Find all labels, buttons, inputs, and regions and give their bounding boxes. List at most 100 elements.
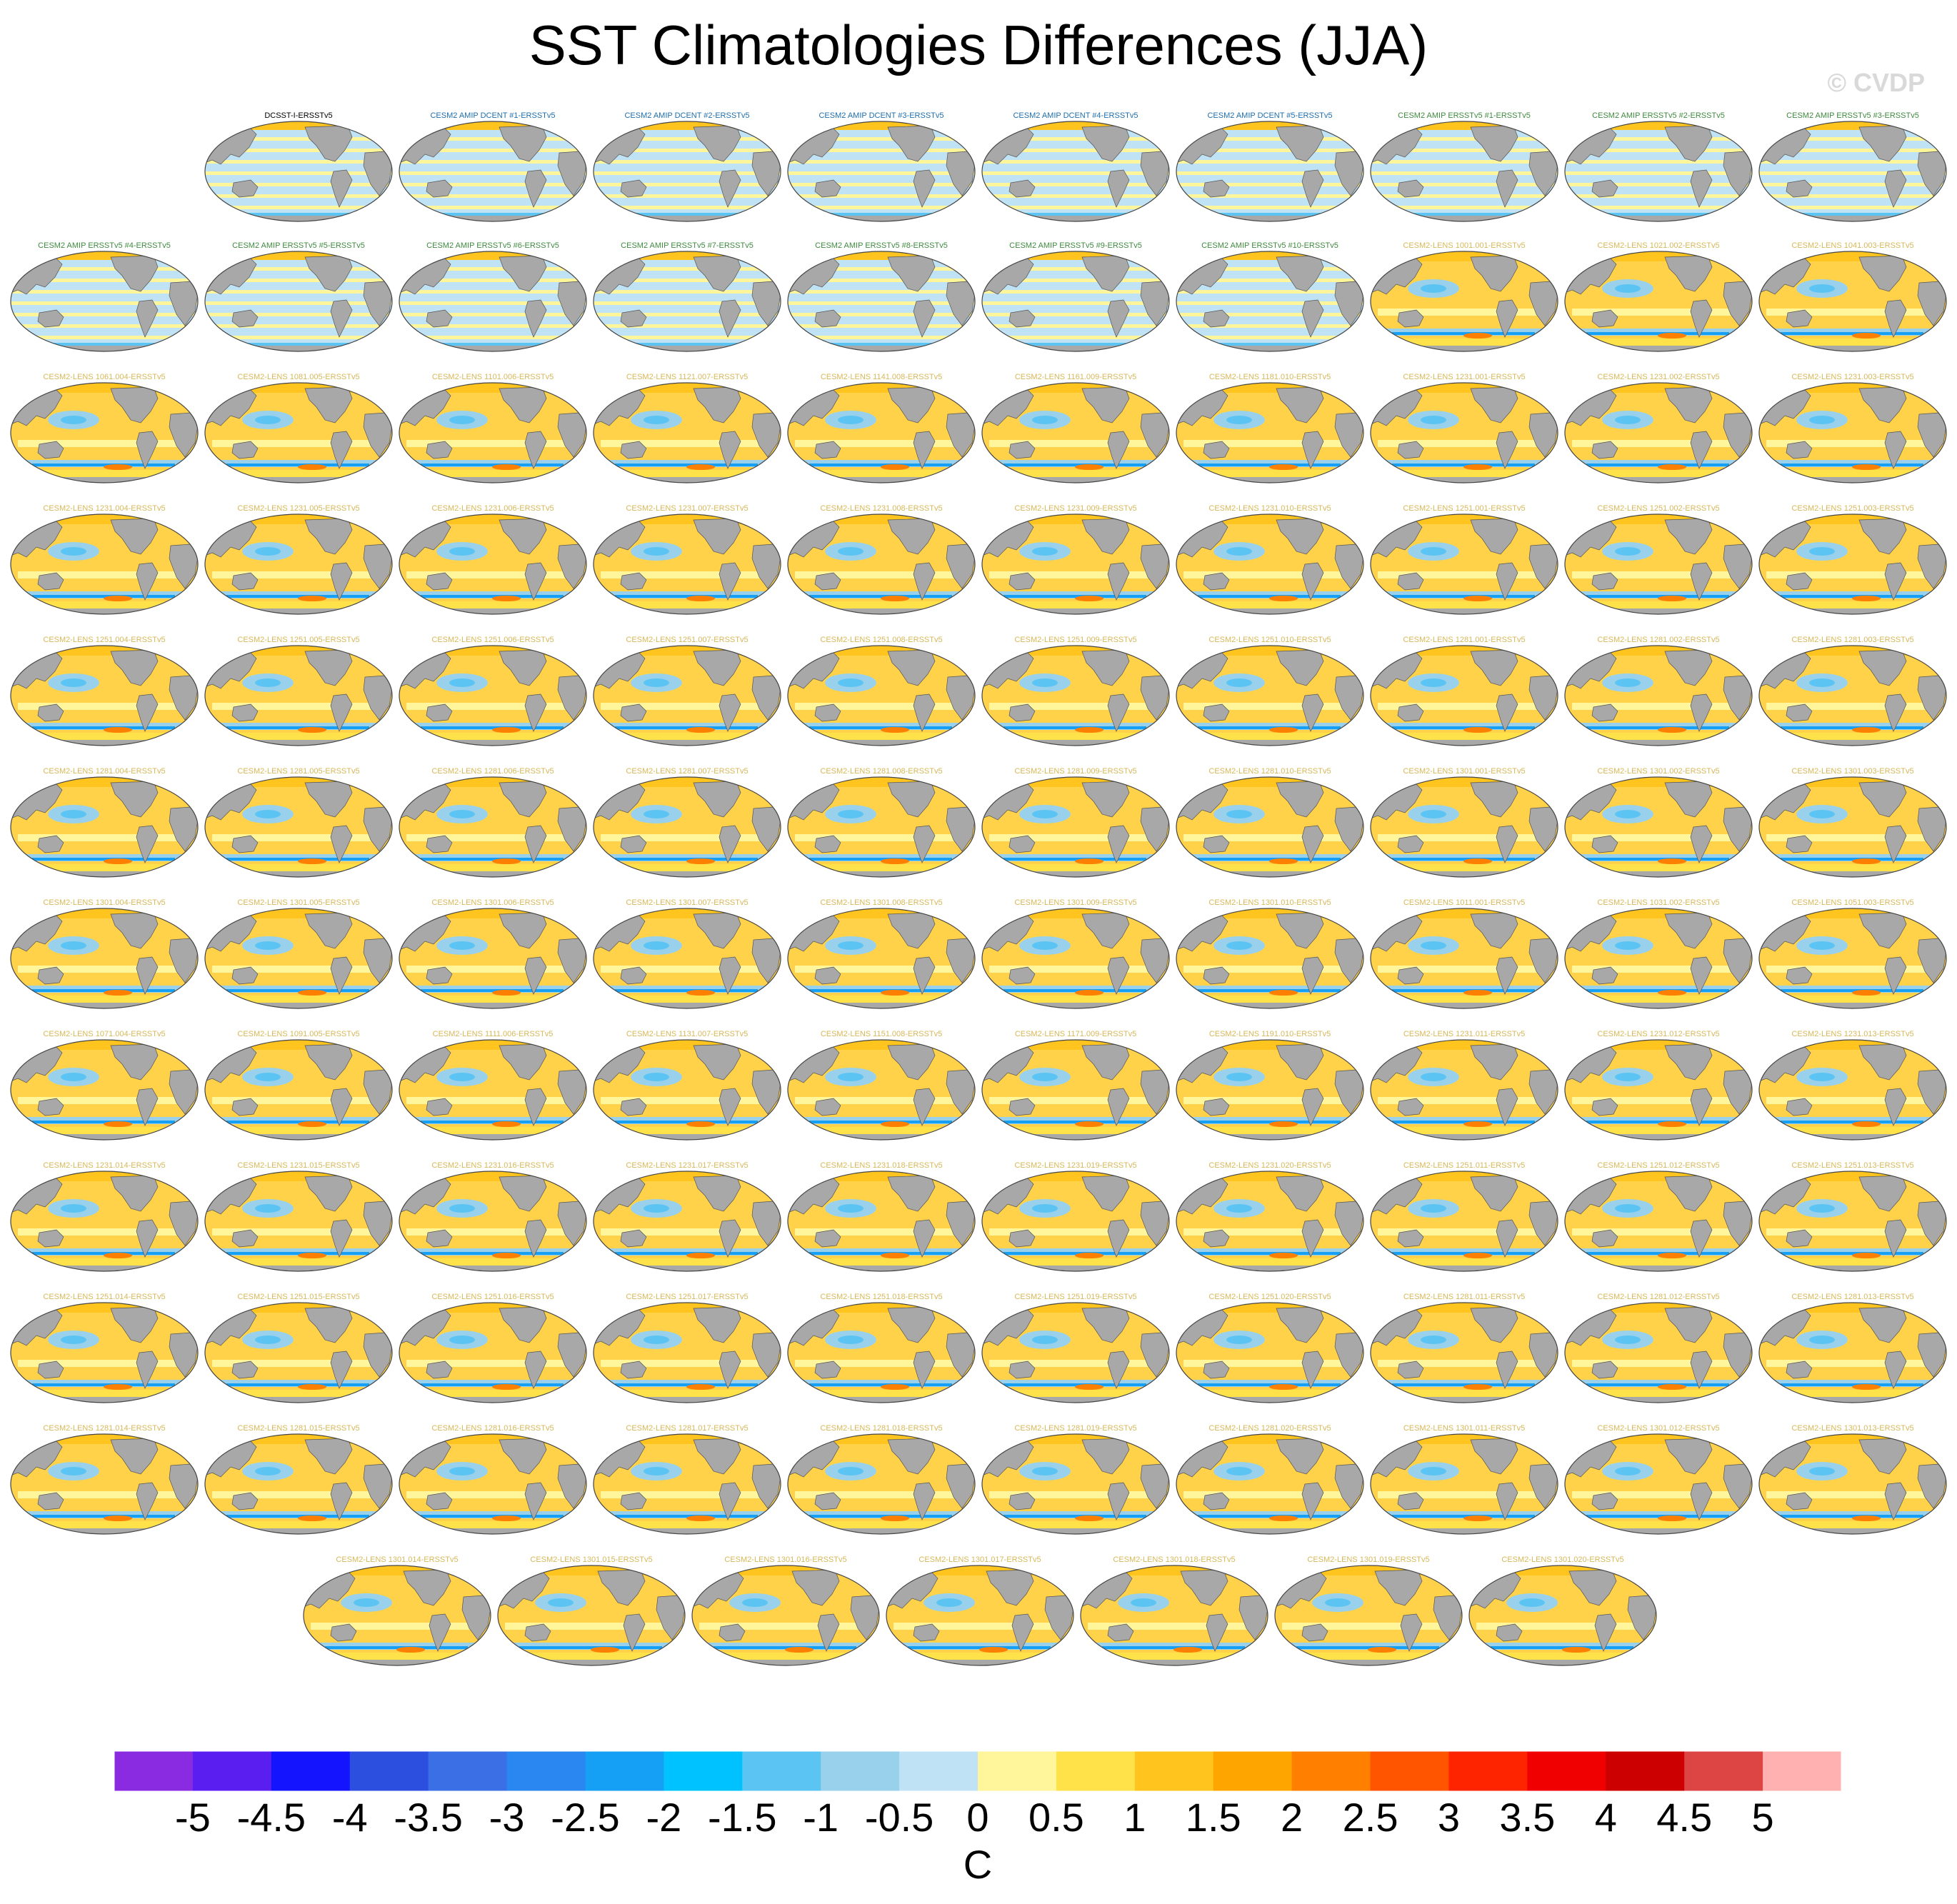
panel-grid: DCSST-I-ERSSTv5 CESM2 AMIP DCENT #1-ERSST…: [10, 111, 1947, 1666]
antarctica-land: [1081, 1660, 1268, 1665]
map-panel: CESM2-LENS 1231.007-ERSSTv5: [593, 504, 781, 615]
map-border: [593, 513, 781, 615]
map-panel: CESM2-LENS 1281.008-ERSSTv5: [787, 767, 976, 878]
australia-land: [814, 1098, 841, 1116]
south-america-land: [136, 956, 159, 995]
map-border: [593, 1433, 781, 1535]
australia-land: [814, 1229, 841, 1248]
chart-title: SST Climatologies Differences (JJA): [529, 14, 1428, 76]
map-field: [11, 646, 198, 746]
map-panel: CESM2-LENS 1121.007-ERSSTv5: [593, 373, 781, 483]
map-field: [1565, 1303, 1752, 1403]
map-field: [982, 777, 1169, 877]
map-panel: CESM2-LENS 1251.009-ERSSTv5: [981, 636, 1170, 746]
map-panel: CESM2-LENS 1251.019-ERSSTv5: [981, 1293, 1170, 1403]
panel-label: CESM2-LENS 1181.010-ERSSTv5: [1209, 373, 1331, 381]
map-field: [205, 121, 392, 221]
map-field: [1759, 251, 1946, 351]
panel-label: CESM2-LENS 1301.007-ERSSTv5: [626, 898, 748, 907]
map-field: [982, 646, 1169, 746]
map-field: [1759, 121, 1946, 221]
australia-land: [814, 703, 841, 722]
map-panel: CESM2-LENS 1301.007-ERSSTv5: [593, 898, 781, 1009]
map-field: [11, 514, 198, 614]
australia-land: [1008, 441, 1036, 459]
south-america-land: [330, 1219, 353, 1258]
australia-land: [37, 1229, 64, 1248]
australia-land: [1203, 179, 1230, 198]
map-panel: CESM2-LENS 1301.006-ERSSTv5: [399, 898, 587, 1009]
colorbar-tick-label: 4: [1595, 1795, 1617, 1840]
colorbar-swatch: [349, 1751, 429, 1791]
map-border: [1176, 513, 1364, 615]
antarctica-land: [594, 216, 781, 221]
map-panel: CESM2-LENS 1001.001-ERSSTv5: [1370, 241, 1558, 352]
panel-label: CESM2 AMIP ERSSTv5 #2-ERSSTv5: [1592, 111, 1725, 120]
australia-land: [1591, 572, 1618, 591]
australia-land: [37, 1361, 64, 1379]
map-field: [11, 777, 198, 877]
south-america-land: [719, 1088, 741, 1126]
map-border: [1564, 1433, 1753, 1535]
map-border: [593, 382, 781, 483]
antarctica-land: [788, 871, 975, 877]
south-america-land: [913, 299, 936, 338]
map-border: [593, 1302, 781, 1403]
panel-label: DCSST-I-ERSSTv5: [264, 111, 332, 120]
south-america-land: [524, 825, 547, 863]
map-border: [1176, 1302, 1364, 1403]
map-border: [1176, 251, 1364, 352]
map-field: [788, 1434, 975, 1534]
map-border: [10, 645, 199, 746]
panel-label: CESM2-LENS 1301.004-ERSSTv5: [43, 898, 165, 907]
antarctica-land: [1371, 608, 1558, 614]
antarctica-land: [498, 1660, 685, 1665]
map-border: [399, 121, 587, 222]
map-border: [1176, 908, 1364, 1009]
map-border: [1564, 908, 1753, 1009]
panel-label: CESM2-LENS 1031.002-ERSSTv5: [1597, 898, 1719, 907]
antarctica-land: [1275, 1660, 1462, 1665]
map-panel: CESM2-LENS 1251.011-ERSSTv5: [1370, 1161, 1558, 1272]
panel-label: CESM2 AMIP ERSSTv5 #10-ERSSTv5: [1201, 241, 1338, 250]
colorbar-swatch: [192, 1751, 272, 1791]
map-field: [1565, 1171, 1752, 1271]
map-field: [1371, 1303, 1558, 1403]
map-panel: CESM2-LENS 1181.010-ERSSTv5: [1176, 373, 1364, 483]
australia-land: [1008, 966, 1036, 985]
map-panel: CESM2-LENS 1301.014-ERSSTv5: [303, 1555, 491, 1666]
map-panel: CESM2-LENS 1281.003-ERSSTv5: [1758, 636, 1947, 746]
panel-label: CESM2-LENS 1301.009-ERSSTv5: [1014, 898, 1136, 907]
map-field: [205, 646, 392, 746]
map-border: [1176, 776, 1364, 878]
panel-label: CESM2 AMIP ERSSTv5 #1-ERSSTv5: [1398, 111, 1531, 120]
antarctica-land: [1176, 740, 1363, 746]
map-panel: CESM2-LENS 1301.017-ERSSTv5: [886, 1555, 1074, 1666]
australia-land: [620, 441, 647, 459]
map-field: [1371, 777, 1558, 877]
australia-land: [1008, 179, 1036, 198]
map-panel: CESM2-LENS 1081.005-ERSSTv5: [204, 373, 393, 483]
antarctica-land: [11, 740, 198, 746]
antarctica-land: [11, 871, 198, 877]
panel-label: CESM2-LENS 1231.007-ERSSTv5: [626, 504, 748, 513]
panel-label: CESM2-LENS 1281.014-ERSSTv5: [43, 1424, 165, 1433]
australia-land: [620, 1492, 647, 1510]
panel-label: CESM2-LENS 1091.005-ERSSTv5: [237, 1030, 359, 1038]
south-america-land: [1690, 825, 1713, 863]
map-field: [205, 908, 392, 1008]
south-america-land: [913, 562, 936, 601]
south-america-land: [1107, 1219, 1130, 1258]
map-panel: CESM2-LENS 1251.005-ERSSTv5: [204, 636, 393, 746]
panel-label: CESM2-LENS 1281.016-ERSSTv5: [431, 1424, 554, 1433]
antarctica-land: [399, 1528, 586, 1534]
map-field: [788, 251, 975, 351]
australia-land: [620, 966, 647, 985]
antarctica-land: [1469, 1660, 1656, 1665]
antarctica-land: [594, 608, 781, 614]
antarctica-land: [594, 1397, 781, 1403]
australia-land: [426, 835, 453, 853]
map-field: [594, 251, 781, 351]
australia-land: [1591, 1361, 1618, 1379]
map-panel: CESM2-LENS 1301.009-ERSSTv5: [981, 898, 1170, 1009]
